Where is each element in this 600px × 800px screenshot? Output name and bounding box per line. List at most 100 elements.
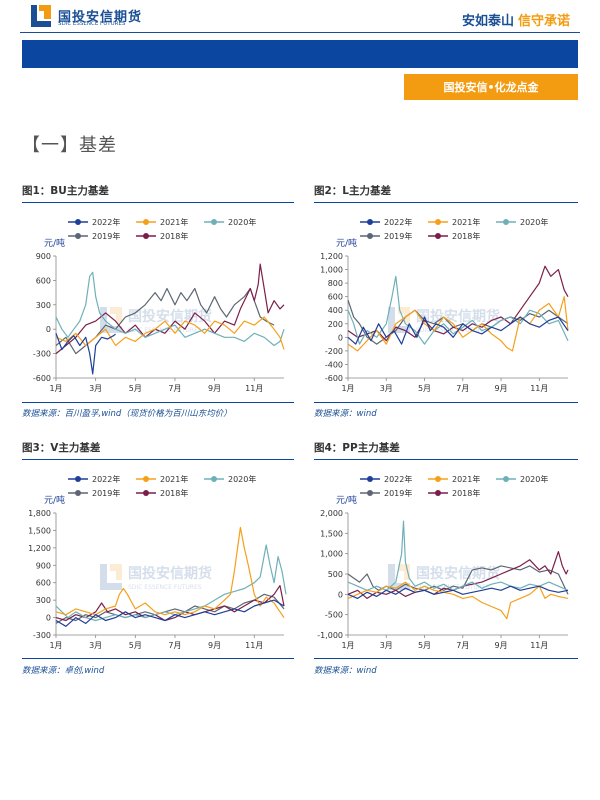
- series-line-2021年: [55, 316, 285, 350]
- figure-1-rule: [22, 202, 294, 203]
- legend-label: 2020年: [228, 474, 256, 484]
- figure-4-rule: [314, 459, 578, 460]
- header-divider: [20, 32, 580, 33]
- figure-4-title: 图4：PP主力基差: [314, 442, 400, 454]
- y-tick-label: -400: [325, 360, 343, 369]
- y-tick-label: -200: [325, 347, 343, 356]
- figure-1-title: 图1：BU主力基差: [22, 185, 109, 197]
- watermark-text: 国投安信期货: [416, 308, 500, 325]
- watermark-subtext: SDIC ESSENCE FUTURES: [416, 584, 490, 591]
- y-tick-label: 300: [36, 596, 51, 605]
- legend-marker: [435, 476, 441, 482]
- series-line-2021年: [347, 296, 569, 352]
- legend: 2022年 2021年 2020年 2019年 2018年: [68, 217, 256, 241]
- watermark-subtext: SDIC ESSENCE FUTURES: [128, 327, 202, 334]
- y-tick-label: 0: [338, 333, 343, 342]
- legend-marker: [211, 219, 217, 225]
- x-tick-label: 7月: [456, 384, 469, 393]
- column-tag: 国投安信•化龙点金: [404, 74, 578, 100]
- watermark-logo-icon: [388, 307, 410, 333]
- x-tick-label: 9月: [494, 384, 507, 393]
- legend-marker: [367, 476, 373, 482]
- y-tick-label: 400: [328, 306, 343, 315]
- series-line-2021年: [347, 581, 569, 620]
- legend: 2022年 2021年 2020年 2019年 2018年: [360, 217, 548, 241]
- x-tick-label: 3月: [89, 384, 102, 393]
- y-tick-label: 1,000: [320, 266, 343, 275]
- legend-label: 2022年: [92, 217, 120, 227]
- y-tick-label: 600: [36, 276, 51, 285]
- figure-3-title: 图3：V主力基差: [22, 442, 101, 454]
- series-line-2020年: [55, 544, 287, 622]
- legend-marker: [75, 476, 81, 482]
- figure-1-chart: 2022年 2021年 2020年 2019年 2018年 元/吨 国投安信期货 SDIC E…: [22, 206, 294, 402]
- legend-label: 2018年: [452, 231, 480, 241]
- x-tick-label: 9月: [494, 641, 507, 650]
- y-tick-label: 500: [328, 570, 343, 579]
- y-tick-label: 1,500: [320, 529, 343, 538]
- series-line-2020年: [55, 271, 285, 347]
- slogan-part-a: 安如泰山: [461, 14, 514, 29]
- x-tick-label: 1月: [341, 384, 354, 393]
- series-line-2019年: [55, 287, 275, 355]
- x-tick-label: 1月: [49, 384, 62, 393]
- x-tick-label: 7月: [168, 641, 181, 650]
- y-tick-label: -300: [33, 350, 51, 359]
- legend-label: 2019年: [92, 231, 120, 241]
- y-tick-label: 0: [338, 590, 343, 599]
- series-line-2018年: [55, 263, 285, 355]
- y-axis-unit: 元/吨: [44, 494, 65, 506]
- x-tick-label: 5月: [129, 641, 142, 650]
- figure-2-rule: [314, 202, 578, 203]
- y-tick-label: -1,000: [317, 631, 343, 640]
- figure-2-chart: 2022年 2021年 2020年 2019年 2018年 元/吨国投安信期货 SDIC E…: [314, 206, 578, 402]
- y-axis-unit: 元/吨: [336, 237, 357, 249]
- legend-label: 2022年: [384, 474, 412, 484]
- y-tick-label: 300: [36, 301, 51, 310]
- figure-2-title: 图2：L主力基差: [314, 185, 391, 197]
- y-tick-label: 1,000: [320, 550, 343, 559]
- y-tick-label: -600: [33, 374, 51, 383]
- y-axis-unit: 元/吨: [336, 494, 357, 506]
- company-logo: 国投安信期货 SDIC ESSENCE FUTURES: [30, 4, 170, 30]
- legend-marker: [435, 490, 441, 496]
- x-tick-label: 3月: [380, 384, 393, 393]
- y-tick-label: -300: [33, 631, 51, 640]
- legend-marker: [75, 219, 81, 225]
- x-tick-label: 11月: [530, 384, 548, 393]
- x-tick-label: 11月: [245, 384, 263, 393]
- logo-en-text: SDIC ESSENCE FUTURES: [58, 21, 126, 27]
- legend-label: 2018年: [160, 231, 188, 241]
- figure-4-chart: 2022年 2021年 2020年 2019年 2018年 元/吨 国投安信期货 SDIC E…: [314, 463, 578, 659]
- logo-mark-icon: [31, 5, 51, 27]
- figure-2-source-rule: [314, 402, 578, 403]
- watermark-text: 国投安信期货: [128, 565, 212, 582]
- legend-marker: [435, 219, 441, 225]
- y-tick-label: 900: [36, 561, 51, 570]
- x-tick-label: 7月: [456, 641, 469, 650]
- legend-label: 2022年: [384, 217, 412, 227]
- y-tick-label: 2,000: [320, 509, 343, 518]
- y-tick-label: 1,200: [28, 544, 51, 553]
- figure-4-source-rule: [314, 658, 578, 659]
- figure-3-source-rule: [22, 658, 294, 659]
- watermark: 国投安信期货 SDIC ESSENCE FUTURES: [388, 307, 500, 334]
- y-tick-label: -600: [325, 374, 343, 383]
- watermark-text: 国投安信期货: [128, 308, 212, 325]
- legend-label: 2018年: [160, 488, 188, 498]
- figure-1-source-rule: [22, 402, 294, 403]
- legend-label: 2021年: [452, 474, 480, 484]
- y-tick-label: 600: [328, 293, 343, 302]
- legend-marker: [143, 233, 149, 239]
- section-title: 【一】基差: [22, 135, 117, 156]
- figure-3-rule: [22, 459, 294, 460]
- legend-marker: [143, 490, 149, 496]
- legend-marker: [75, 233, 81, 239]
- watermark-text: 国投安信期货: [416, 565, 500, 582]
- series-line-2018年: [55, 585, 285, 622]
- logo-cn-text: 国投安信期货: [58, 10, 143, 25]
- legend-label: 2020年: [520, 474, 548, 484]
- y-tick-label: 1,500: [28, 526, 51, 535]
